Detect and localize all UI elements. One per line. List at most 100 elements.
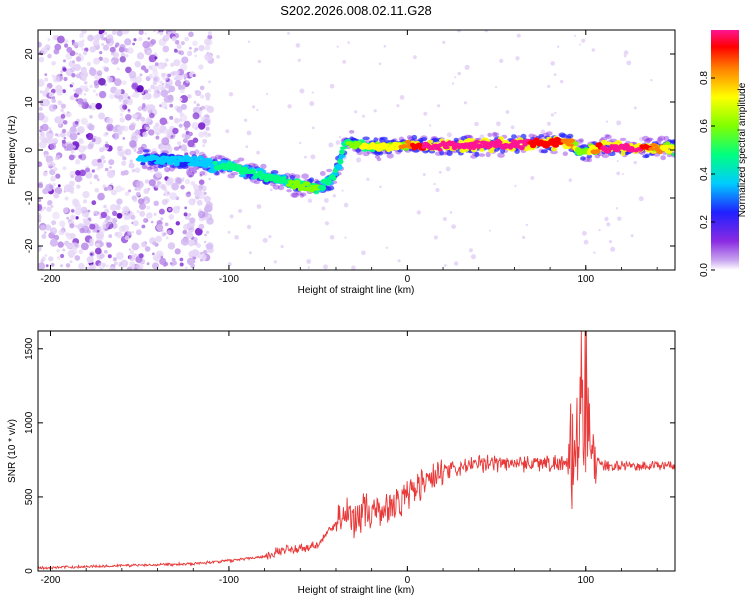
noise-blob — [103, 31, 108, 35]
noise-blob — [93, 57, 100, 65]
noise-blob — [83, 98, 87, 103]
noise-blob — [206, 105, 214, 113]
noise-blob — [77, 132, 80, 136]
noise-blob — [60, 70, 64, 73]
noise-blob — [530, 176, 535, 180]
noise-blob — [81, 101, 89, 110]
spectrogram-ridge — [135, 130, 675, 198]
noise-blob — [168, 85, 176, 93]
ridge-blob — [594, 149, 601, 154]
noise-blob — [307, 266, 310, 269]
noise-blob — [127, 96, 131, 100]
noise-blob — [194, 47, 199, 52]
noise-blob — [59, 220, 66, 227]
noise-blob — [108, 266, 116, 270]
noise-blob — [623, 54, 627, 58]
noise-blob — [152, 262, 159, 270]
noise-blob — [216, 55, 220, 59]
noise-blob — [38, 183, 44, 189]
ridge-blob — [497, 152, 505, 158]
colorbar-tick-label: 0.8 — [699, 71, 710, 85]
noise-blob — [198, 223, 205, 230]
noise-blob — [246, 130, 252, 136]
noise-blob — [630, 234, 634, 238]
noise-blob — [38, 204, 43, 212]
ridge-blob — [238, 174, 247, 178]
noise-blob — [195, 90, 202, 97]
ridge-blob — [302, 181, 311, 186]
noise-blob — [128, 124, 136, 131]
ridge-blob — [411, 134, 418, 140]
noise-blob — [437, 104, 441, 108]
ridge-blob — [212, 160, 218, 165]
noise-blob — [44, 224, 52, 231]
noise-blob — [266, 92, 269, 96]
figure-title: S202.2026.008.02.11.G28 — [280, 3, 432, 18]
noise-blob — [38, 79, 45, 87]
noise-blob — [554, 111, 557, 115]
noise-blob — [248, 251, 252, 255]
ridge-blob — [642, 135, 650, 142]
ridge-blob — [393, 146, 400, 151]
noise-blob — [304, 155, 307, 159]
ridge-blob — [362, 136, 370, 141]
noise-blob — [568, 178, 572, 182]
noise-blob — [132, 220, 139, 227]
noise-blob — [93, 174, 99, 180]
noise-blob — [180, 84, 186, 90]
ridge-blob — [384, 143, 390, 147]
noise-blob — [183, 224, 190, 231]
noise-blob — [74, 175, 82, 183]
noise-blob — [150, 220, 154, 224]
noise-blob — [196, 107, 203, 115]
noise-blob — [516, 33, 521, 38]
noise-blob — [45, 86, 50, 92]
noise-blob — [287, 104, 292, 109]
noise-blob — [175, 70, 180, 75]
ridge-blob — [293, 174, 301, 180]
noise-blob — [129, 250, 135, 255]
noise-blob — [578, 43, 581, 46]
noise-blob — [328, 142, 334, 148]
ridge-blob — [379, 136, 388, 141]
noise-blob — [69, 223, 75, 229]
noise-blob — [47, 200, 53, 206]
noise-blob — [583, 239, 589, 245]
noise-blob — [122, 80, 127, 86]
noise-blob — [146, 50, 151, 54]
noise-blob — [203, 38, 211, 46]
noise-blob — [69, 95, 75, 101]
noise-blob — [116, 30, 123, 37]
noise-blob — [148, 179, 156, 187]
noise-blob — [70, 150, 75, 154]
noise-blob — [121, 187, 125, 191]
noise-blob — [139, 73, 143, 77]
ridge-blob — [428, 149, 436, 154]
noise-blob — [199, 258, 203, 262]
noise-blob — [604, 216, 609, 222]
noise-blob — [204, 205, 211, 212]
noise-blob — [199, 173, 203, 177]
snr-x-axis: -200 -100 0 100 — [40, 331, 658, 586]
noise-blob — [79, 92, 83, 96]
noise-blob — [187, 239, 195, 247]
ridge-blob — [326, 168, 333, 173]
noise-blob — [124, 235, 130, 240]
colorbar: 0.0 0.2 0.4 0.6 0.8 Normalized spectral ampl… — [699, 30, 748, 277]
ridge-blob — [152, 155, 160, 161]
noise-blob — [186, 257, 195, 266]
noise-blob — [122, 156, 127, 161]
noise-blob — [128, 70, 137, 79]
noise-blob — [94, 247, 102, 255]
noise-blob — [78, 154, 83, 159]
ridge-blob — [473, 140, 481, 144]
noise-blob — [121, 160, 127, 166]
noise-blob — [540, 129, 546, 135]
noise-blob — [156, 31, 160, 35]
noise-blob — [192, 137, 199, 144]
noise-blob — [161, 65, 166, 70]
x-tick-label: -200 — [40, 274, 60, 285]
ridge-blob — [491, 131, 498, 138]
noise-blob — [116, 252, 124, 260]
ridge-blob — [479, 147, 485, 152]
